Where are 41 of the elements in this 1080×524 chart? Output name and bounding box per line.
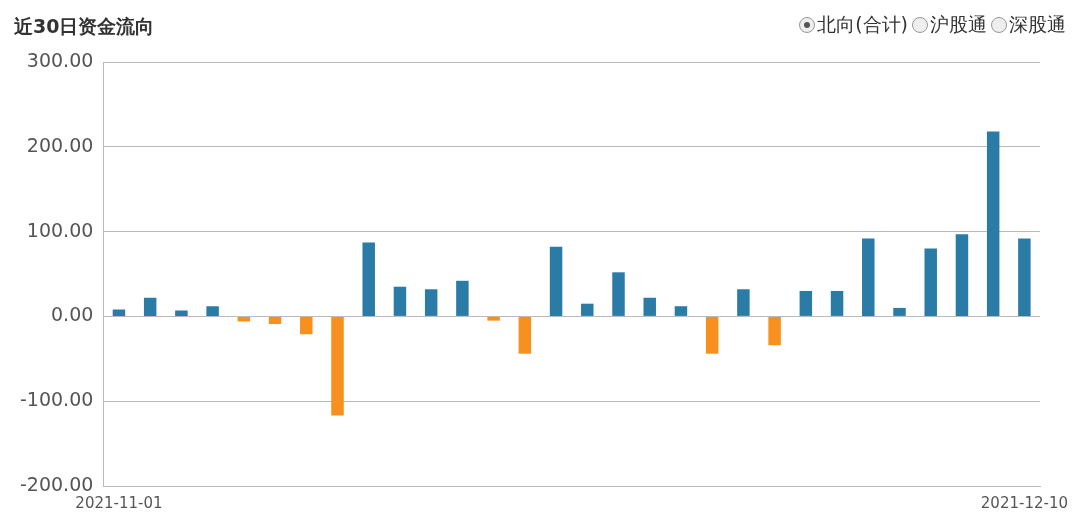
bar	[424, 289, 438, 316]
bar	[830, 290, 844, 316]
bar	[300, 316, 313, 335]
bar	[175, 310, 188, 316]
bar	[112, 309, 126, 316]
bar	[643, 297, 656, 316]
bar	[737, 289, 750, 316]
y-tick-label: 0.00	[51, 303, 94, 326]
text: 深股通	[1009, 12, 1066, 37]
y-tick-label: 100.00	[26, 218, 94, 241]
bar	[456, 280, 469, 316]
bar	[143, 297, 157, 316]
bar	[893, 307, 906, 316]
bar	[612, 272, 625, 316]
x-tick-label: 2021-11-01	[75, 493, 163, 512]
bar	[331, 316, 344, 416]
bar	[581, 303, 594, 316]
y-tick-label: 200.00	[26, 133, 94, 156]
text: 北向(合计)	[817, 12, 908, 37]
text: 沪股通	[930, 12, 987, 37]
bar	[206, 306, 219, 316]
bar	[362, 242, 375, 316]
bar	[393, 286, 407, 316]
bar	[799, 290, 813, 316]
bar	[986, 131, 1000, 316]
bar	[1018, 238, 1031, 316]
bar	[768, 316, 781, 346]
bar	[268, 316, 282, 325]
bar	[549, 246, 563, 316]
x-tick-label: 2021-12-10	[980, 493, 1068, 512]
bar	[518, 316, 532, 354]
bar	[705, 316, 719, 354]
y-tick-label: -200.00	[19, 472, 94, 495]
bar	[674, 306, 688, 316]
bar	[862, 238, 875, 316]
chart-title: 近30日资金流向	[14, 14, 155, 39]
bar	[955, 234, 969, 316]
y-tick-label: 300.00	[26, 48, 94, 71]
y-tick-label: -100.00	[19, 388, 94, 411]
bar	[487, 316, 500, 321]
bar	[924, 248, 937, 316]
